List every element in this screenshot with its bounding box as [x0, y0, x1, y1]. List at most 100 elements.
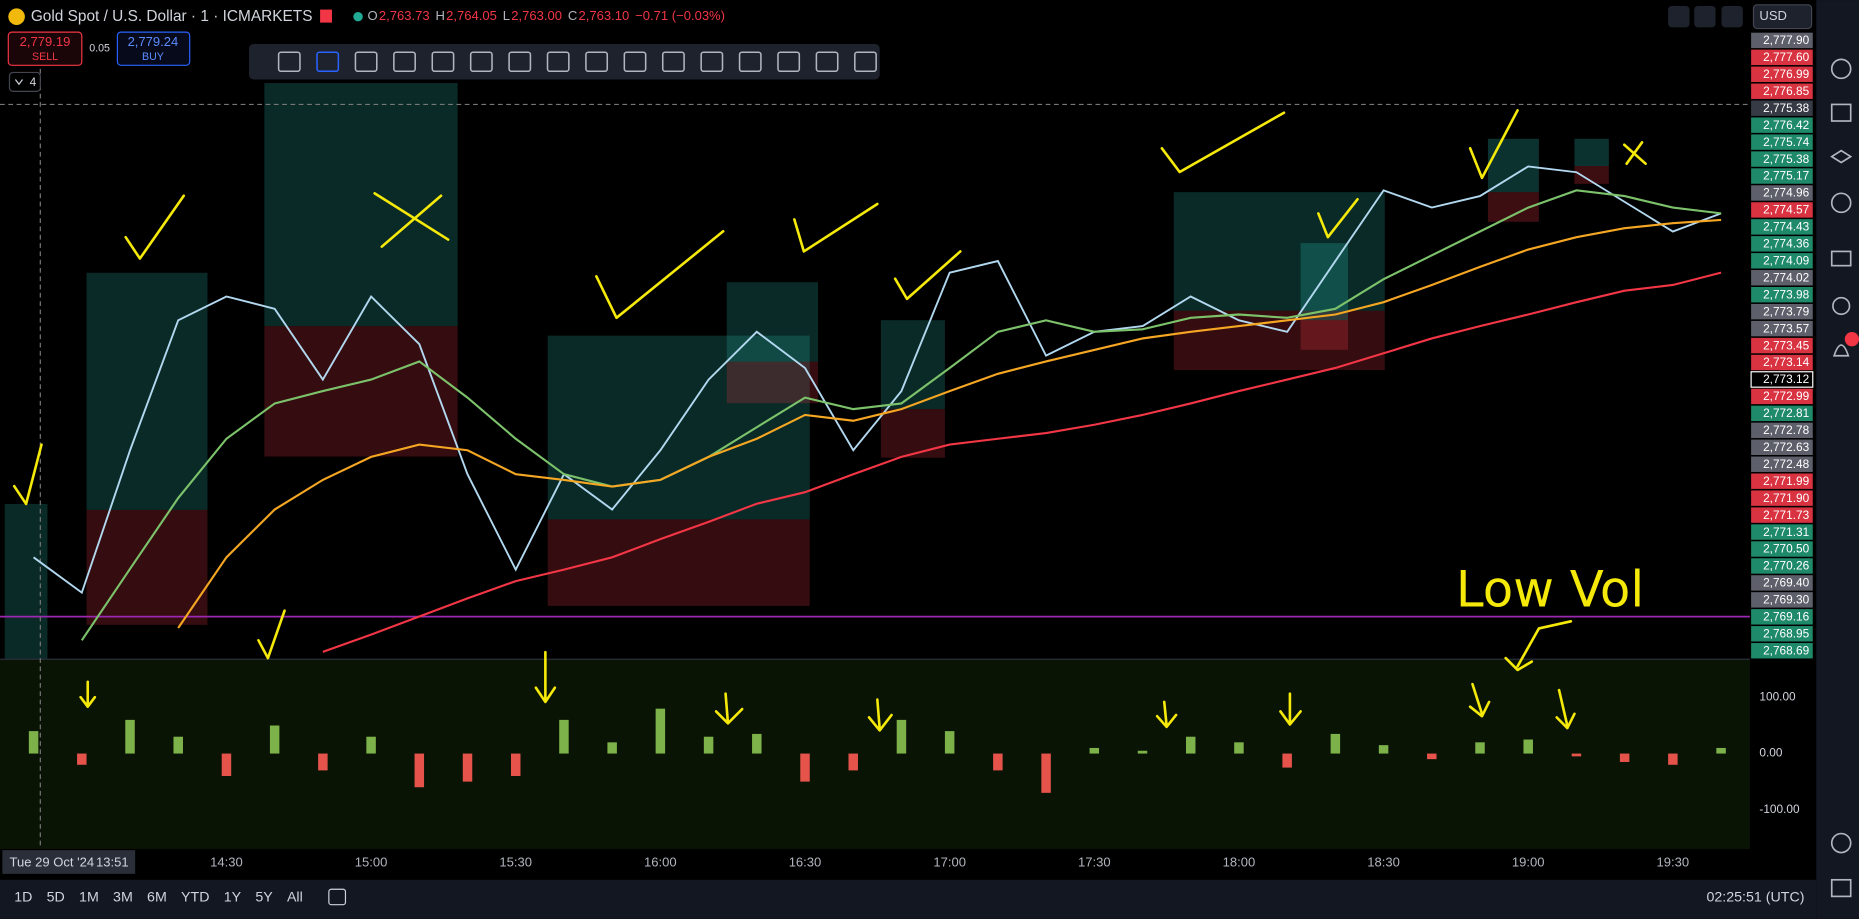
histogram-bar — [269, 725, 280, 754]
tool-button[interactable] — [508, 51, 532, 72]
check-mark — [12, 443, 43, 506]
range-button[interactable]: 5D — [47, 889, 65, 905]
histogram-bar — [1234, 742, 1244, 754]
price-label-bg — [1751, 320, 1813, 337]
bottom-toolbar — [0, 879, 1817, 919]
tool-button[interactable] — [585, 51, 609, 72]
window-button[interactable] — [1694, 6, 1716, 28]
icon[interactable] — [1830, 58, 1852, 80]
price-label-bg — [1751, 202, 1813, 218]
profit-zone — [547, 335, 810, 520]
price-label-bg — [1751, 337, 1813, 354]
icon[interactable] — [1830, 192, 1852, 214]
profit-zone — [4, 503, 48, 660]
icon[interactable] — [1830, 878, 1852, 898]
arrow — [1468, 682, 1491, 718]
icon[interactable] — [1830, 103, 1852, 122]
check-mark — [124, 194, 186, 260]
tool-button[interactable] — [546, 51, 570, 72]
flag[interactable] — [320, 9, 332, 23]
price-label: 2,776.99 — [1763, 67, 1810, 81]
price-label-bg — [1751, 66, 1813, 83]
price-label-bg — [1751, 490, 1813, 506]
price-label: 2,769.40 — [1763, 576, 1810, 590]
icon[interactable] — [1832, 344, 1850, 357]
range-button[interactable]: 1D — [14, 889, 32, 905]
tool-button[interactable] — [431, 51, 455, 72]
cross-mark — [373, 192, 450, 248]
profit-zone — [1487, 138, 1539, 193]
price-label-bg — [1750, 371, 1814, 388]
histogram-bar — [1427, 753, 1437, 760]
tool-button[interactable] — [777, 51, 801, 72]
time-label: 17:00 — [933, 855, 966, 870]
histogram-bar — [752, 733, 762, 754]
icon[interactable] — [1830, 149, 1853, 164]
range-button[interactable]: All — [287, 889, 303, 905]
price-label: 2,775.74 — [1763, 135, 1810, 149]
arrow — [1279, 692, 1302, 726]
plot — [28, 165, 1726, 793]
icon[interactable] — [1830, 832, 1852, 854]
check-mark — [595, 229, 725, 320]
price-label-bg — [1751, 524, 1813, 540]
icon[interactable] — [1832, 296, 1851, 316]
range-button[interactable]: 6M — [147, 889, 167, 905]
icon[interactable] — [1830, 250, 1852, 267]
range-button[interactable]: 1M — [79, 889, 99, 905]
histogram-bar — [510, 753, 521, 777]
price-label: 2,775.17 — [1763, 169, 1809, 183]
histogram-bar — [1041, 753, 1051, 793]
tool-button[interactable] — [623, 51, 647, 72]
tool-button[interactable] — [738, 51, 762, 72]
tool-button[interactable] — [393, 51, 416, 72]
right-sidebar — [1816, 0, 1859, 919]
tool-button[interactable] — [277, 51, 301, 72]
range-button[interactable]: 3M — [113, 889, 133, 905]
tool-button[interactable] — [469, 51, 493, 72]
check-mark — [257, 609, 286, 660]
check-mark — [793, 202, 879, 253]
price-label-bg — [1751, 219, 1813, 235]
time-label: 15:00 — [355, 855, 388, 870]
price-label: 2,774.36 — [1763, 237, 1810, 251]
histogram-bar — [77, 753, 87, 765]
price-label: 2,771.99 — [1763, 474, 1810, 488]
window-button[interactable] — [1668, 6, 1690, 28]
price-label: 2,773.12 — [1763, 372, 1809, 386]
histogram-bar — [173, 736, 183, 754]
profit-zone — [264, 83, 458, 327]
sell-button[interactable] — [7, 31, 83, 66]
time-label: 15:30 — [499, 855, 532, 870]
tool-button[interactable] — [661, 51, 685, 72]
histogram-bar — [703, 736, 714, 754]
price-label: 2,773.57 — [1763, 321, 1809, 335]
tool-button[interactable] — [354, 51, 378, 72]
tool-button[interactable] — [700, 51, 724, 72]
range-button[interactable]: 5Y — [255, 889, 273, 905]
ohlc-label: L — [503, 8, 510, 23]
buy-button[interactable] — [116, 31, 191, 66]
osc-tick-label: -100.00 — [1759, 802, 1800, 816]
price-label: 2,774.09 — [1763, 254, 1810, 268]
indicators-toggle[interactable] — [8, 71, 41, 92]
currency-box[interactable] — [1752, 4, 1813, 30]
price-label-bg — [1751, 134, 1813, 150]
price-label-bg — [1751, 253, 1813, 269]
osc-tick-label: 100.00 — [1759, 690, 1796, 704]
price-label: 2,774.02 — [1763, 270, 1809, 284]
start-time: 13:51 — [96, 855, 129, 870]
window-button[interactable] — [1721, 6, 1743, 28]
range-button[interactable]: 1Y — [224, 889, 242, 905]
price-label: 2,773.14 — [1763, 355, 1810, 369]
price-label-bg — [1751, 422, 1813, 439]
status-dot — [353, 11, 363, 22]
tool-button[interactable] — [815, 51, 839, 72]
price-label: 2,773.45 — [1763, 338, 1810, 352]
range-button[interactable]: YTD — [181, 889, 209, 905]
symbol-title: Gold Spot / U.S. Dollar · 1 · ICMARKETS — [31, 8, 313, 25]
tool-button[interactable] — [316, 51, 340, 72]
price-label-bg — [1751, 507, 1813, 523]
tool-button[interactable] — [854, 51, 877, 72]
date-range-icon[interactable] — [328, 888, 347, 906]
